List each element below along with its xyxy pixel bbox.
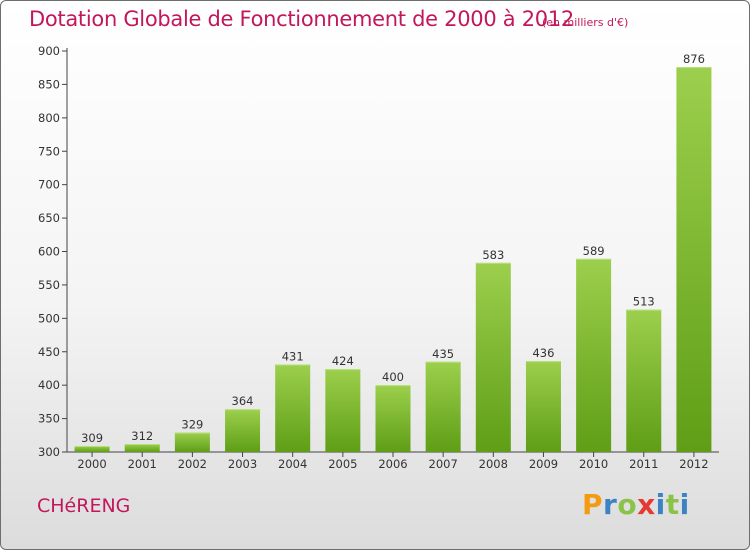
x-tick-label: 2000: [77, 457, 106, 471]
x-tick-label: 2001: [128, 457, 157, 471]
y-tick-label: 300: [38, 445, 60, 459]
x-tick-label: 2011: [629, 457, 658, 471]
x-tick-label: 2012: [679, 457, 708, 471]
data-label: 312: [131, 429, 153, 443]
proxiti-logo[interactable]: Proxiti: [582, 488, 690, 521]
logo-letter: r: [603, 488, 618, 521]
logo-letter: i: [655, 488, 666, 521]
data-label: 436: [532, 346, 554, 360]
data-label: 364: [232, 394, 254, 408]
bar: [425, 361, 461, 452]
bar: [375, 385, 411, 452]
data-label: 400: [382, 370, 404, 384]
bar: [626, 309, 662, 452]
logo-letter: x: [637, 488, 656, 521]
logo-letter: i: [679, 488, 690, 521]
y-tick-label: 750: [38, 144, 60, 158]
bar: [576, 258, 612, 452]
bar: [676, 67, 712, 452]
bar: [174, 432, 210, 452]
x-tick-label: 2008: [479, 457, 508, 471]
bar: [225, 409, 261, 452]
chart-unit-note: (en milliers d'€): [542, 16, 629, 29]
x-tick-label: 2002: [178, 457, 207, 471]
bar: [74, 445, 110, 452]
y-tick-label: 600: [38, 245, 60, 259]
y-tick-label: 700: [38, 178, 60, 192]
commune-name: CHéRENG: [37, 495, 131, 517]
bar: [525, 361, 561, 452]
x-tick-label: 2009: [529, 457, 558, 471]
chart-title: Dotation Globale de Fonctionnement de 20…: [29, 7, 574, 31]
x-tick-label: 2007: [429, 457, 458, 471]
x-tick-label: 2006: [378, 457, 407, 471]
data-label: 424: [332, 354, 354, 368]
x-tick-label: 2005: [328, 457, 357, 471]
y-tick-label: 650: [38, 211, 60, 225]
y-tick-label: 350: [38, 412, 60, 426]
data-label: 876: [683, 52, 705, 66]
bar: [275, 364, 311, 452]
bar: [475, 262, 511, 452]
x-tick-label: 2003: [228, 457, 257, 471]
data-label: 435: [432, 347, 454, 361]
y-tick-label: 550: [38, 278, 60, 292]
logo-letter: P: [582, 488, 604, 521]
data-label: 329: [181, 418, 203, 432]
logo-letter: t: [665, 488, 680, 521]
y-tick-label: 900: [38, 44, 60, 58]
x-tick-label: 2010: [579, 457, 608, 471]
data-label: 513: [633, 295, 655, 309]
y-tick-label: 500: [38, 311, 60, 325]
y-tick-label: 400: [38, 378, 60, 392]
data-label: 431: [282, 349, 304, 363]
x-tick-label: 2004: [278, 457, 307, 471]
data-label: 583: [482, 248, 504, 262]
y-tick-label: 450: [38, 345, 60, 359]
bar: [325, 369, 361, 452]
bar: [124, 443, 160, 452]
logo-letter: o: [617, 488, 638, 521]
y-tick-label: 800: [38, 111, 60, 125]
data-label: 589: [583, 244, 605, 258]
y-tick-label: 850: [38, 77, 60, 91]
data-label: 309: [81, 431, 103, 445]
